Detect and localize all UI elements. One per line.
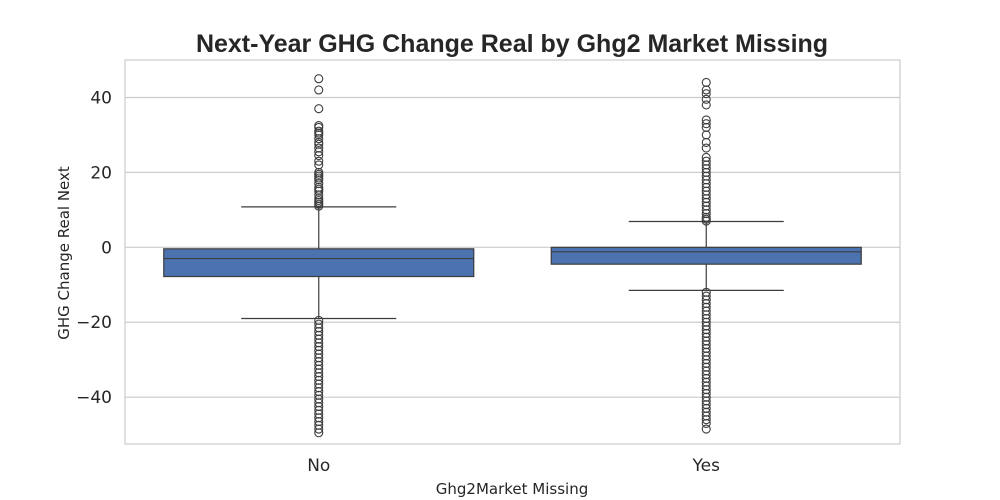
box-yes xyxy=(550,77,862,434)
outlier-point xyxy=(314,104,324,114)
outlier-point xyxy=(701,77,711,88)
grid xyxy=(125,96,900,398)
outlier-point xyxy=(701,94,711,104)
outlier-point xyxy=(314,121,324,131)
outlier-point xyxy=(314,74,324,84)
x-axis-label: Ghg2Market Missing xyxy=(436,480,588,498)
outlier-point xyxy=(314,143,324,153)
y-tick-label: 20 xyxy=(90,163,112,183)
chart-title: Next-Year GHG Change Real by Ghg2 Market… xyxy=(196,30,828,58)
outlier-point xyxy=(701,418,711,428)
outlier-point xyxy=(701,156,711,166)
outlier-point xyxy=(314,424,324,434)
x-tick-labels: No Yes xyxy=(307,456,720,476)
y-tick-labels: 40 20 0 −20 −40 xyxy=(76,88,112,408)
outlier-point xyxy=(314,126,324,136)
x-tick-label: Yes xyxy=(692,456,721,476)
y-tick-label: −20 xyxy=(76,313,112,333)
outlier-point xyxy=(701,89,711,99)
box-no xyxy=(163,74,475,438)
box-plots xyxy=(163,74,862,438)
outlier-point xyxy=(701,424,711,434)
outlier-point xyxy=(314,428,324,438)
outlier-point xyxy=(701,415,711,425)
y-tick-label: −40 xyxy=(76,388,112,408)
outlier-point xyxy=(701,137,711,147)
outlier-point xyxy=(701,119,711,129)
y-tick-label: 0 xyxy=(101,238,112,258)
box-iqr xyxy=(550,246,862,265)
outlier-point xyxy=(701,130,711,140)
outlier-point xyxy=(314,85,324,95)
outlier-point xyxy=(314,160,324,170)
outlier-point xyxy=(701,115,711,125)
outlier-point xyxy=(314,156,324,166)
box-iqr xyxy=(163,248,475,278)
x-tick-label: No xyxy=(307,456,330,476)
y-tick-label: 40 xyxy=(90,88,112,108)
outlier-point xyxy=(701,152,711,162)
outlier-point xyxy=(701,143,711,153)
plot-frame xyxy=(124,59,901,445)
outlier-point xyxy=(701,100,711,110)
y-axis-label: GHG Change Real Next xyxy=(55,166,73,340)
